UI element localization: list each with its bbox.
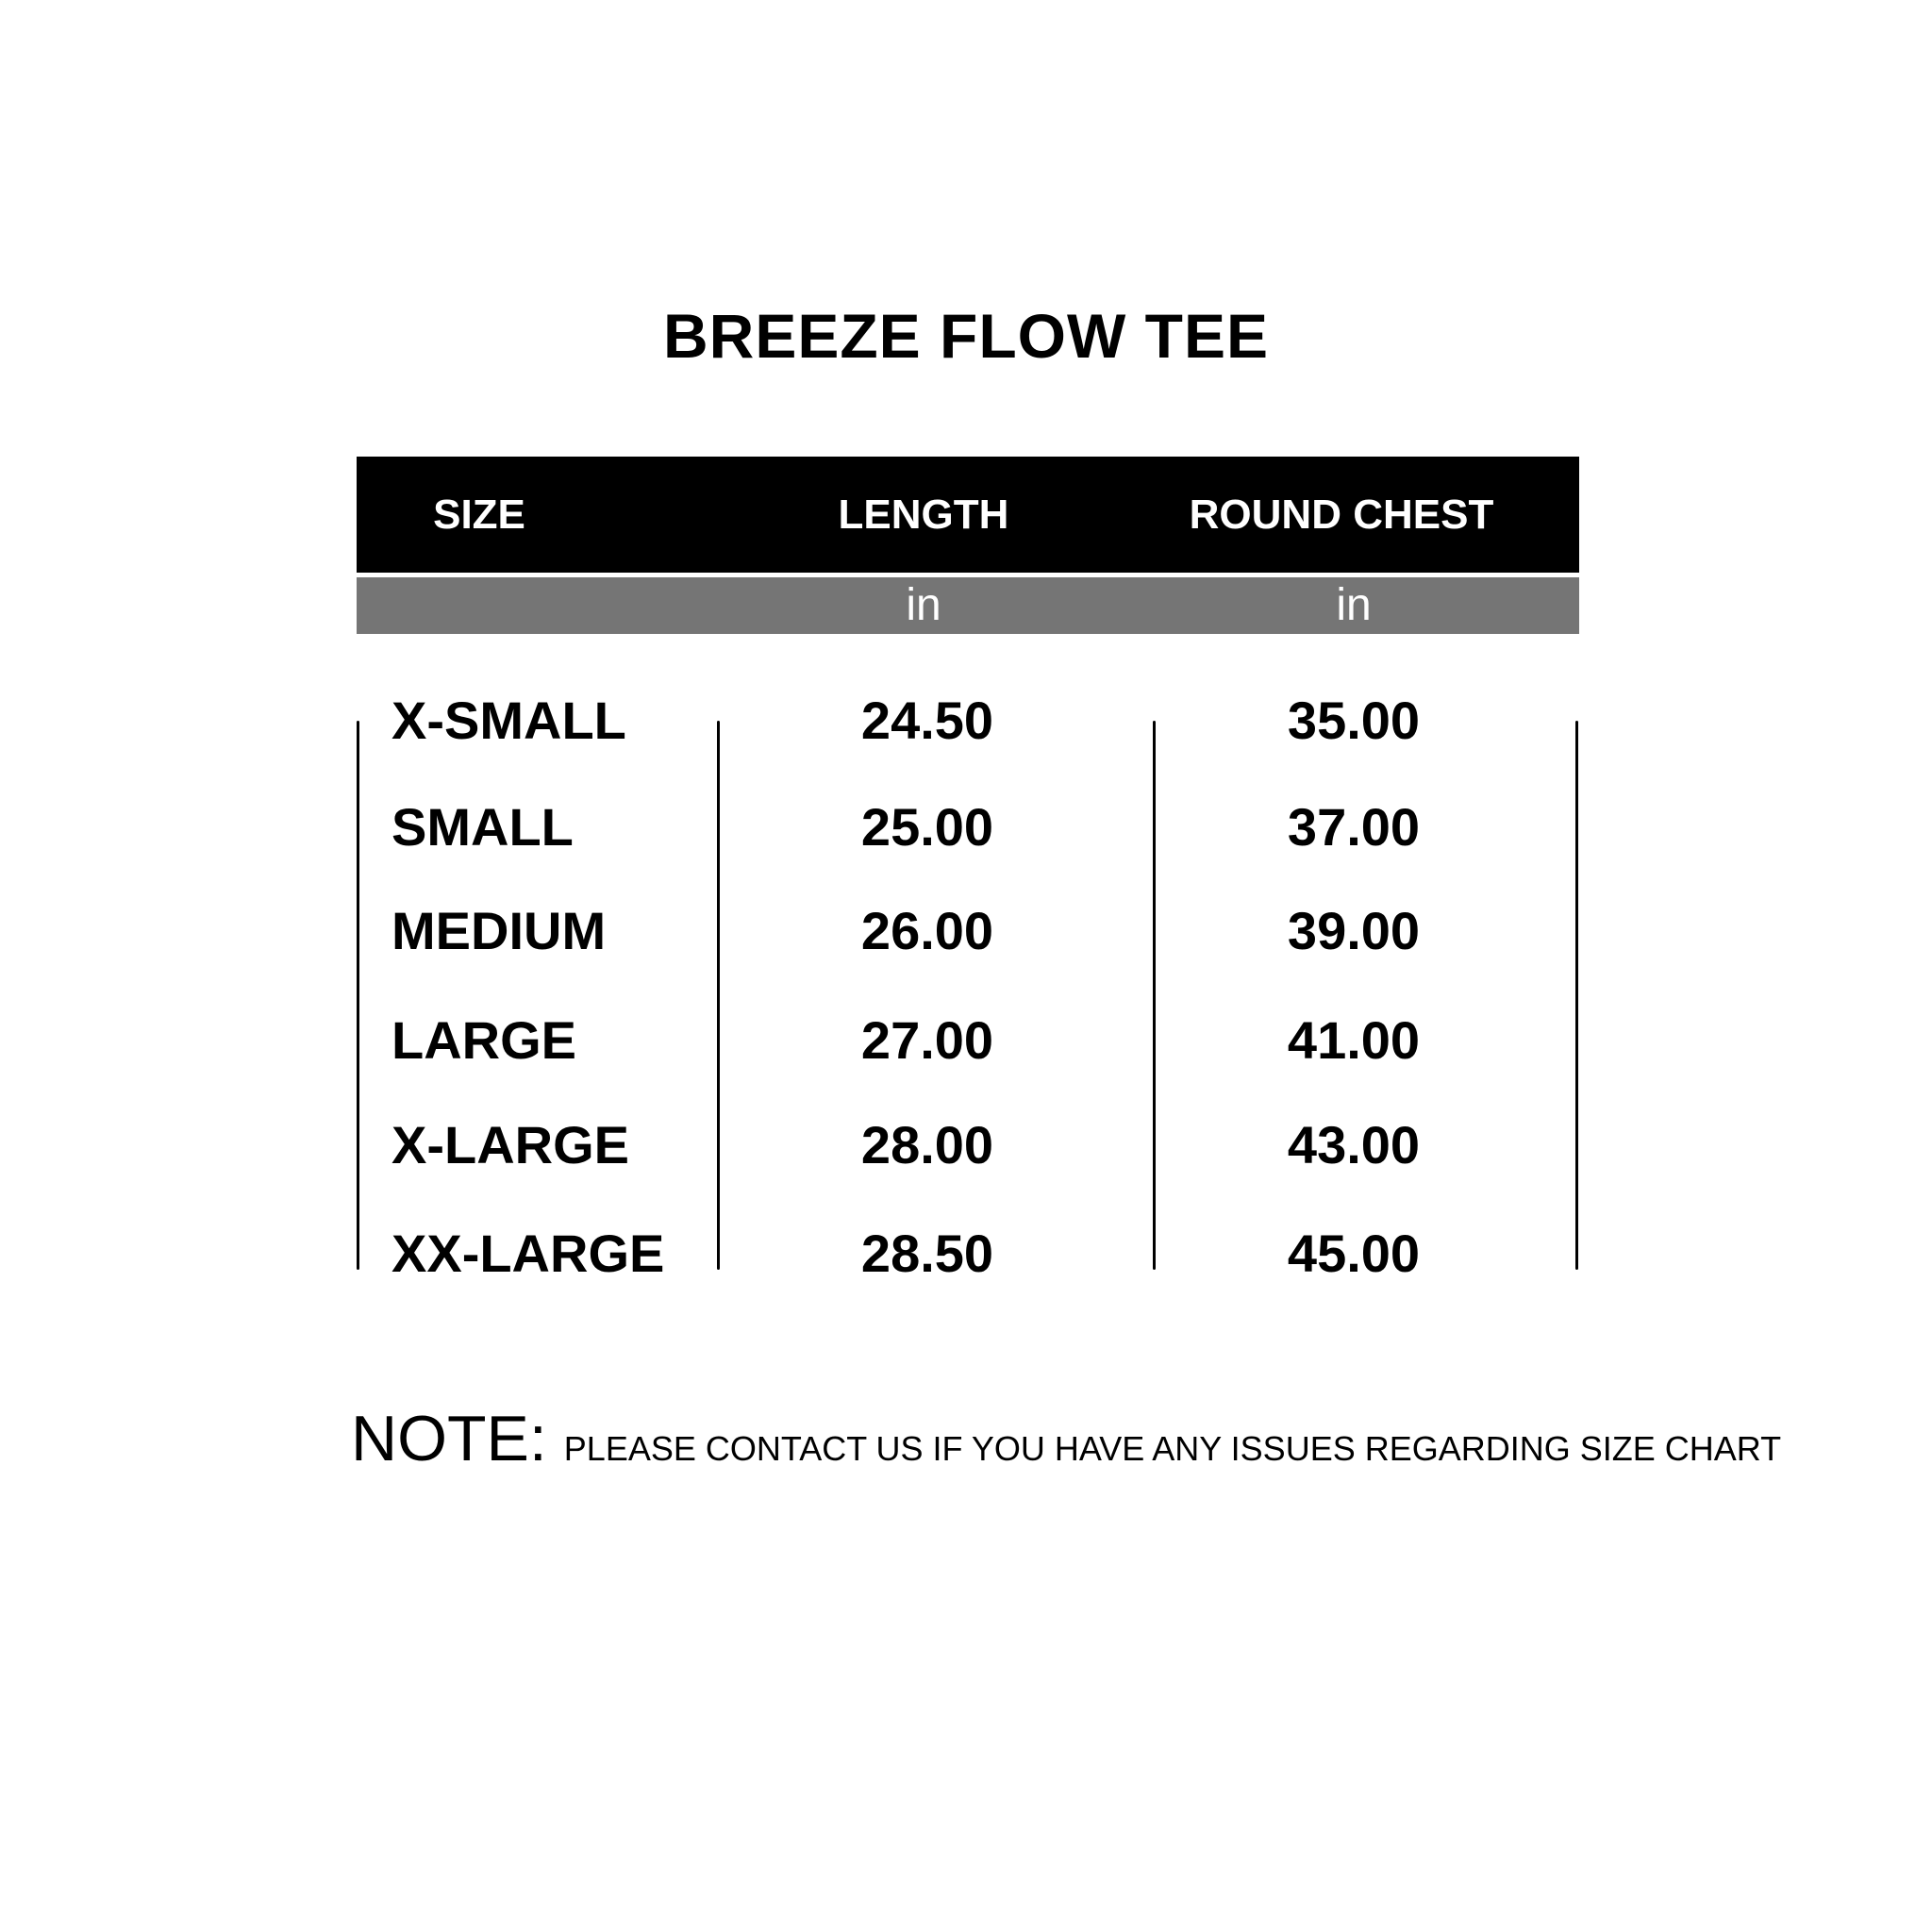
round-chest-cell: 39.00 xyxy=(1287,901,1421,960)
header-size: SIZE xyxy=(433,491,525,538)
note: NOTE: PLEASE CONTACT US IF YOU HAVE ANY I… xyxy=(351,1402,1781,1475)
length-cell: 27.00 xyxy=(860,1010,994,1070)
length-cell: 28.00 xyxy=(860,1115,994,1174)
size-cell: X-SMALL xyxy=(391,691,626,750)
size-cell: MEDIUM xyxy=(391,901,607,960)
size-cell: XX-LARGE xyxy=(391,1224,665,1283)
unit-round-chest: in xyxy=(1336,580,1372,630)
length-cell: 25.00 xyxy=(860,797,994,857)
page-title: BREEZE FLOW TEE xyxy=(663,301,1269,371)
length-cell: 28.50 xyxy=(860,1224,994,1283)
round-chest-cell: 43.00 xyxy=(1287,1115,1421,1174)
column-divider xyxy=(1575,721,1578,1270)
column-divider xyxy=(1153,721,1156,1270)
size-cell: SMALL xyxy=(391,797,574,857)
size-cell: LARGE xyxy=(391,1010,576,1070)
table-header: SIZE LENGTH ROUND CHEST xyxy=(357,457,1579,573)
round-chest-cell: 35.00 xyxy=(1287,691,1421,750)
unit-length: in xyxy=(906,580,941,630)
header-length: LENGTH xyxy=(838,491,1009,538)
header-round-chest: ROUND CHEST xyxy=(1189,491,1494,538)
column-divider xyxy=(357,721,359,1270)
round-chest-cell: 41.00 xyxy=(1287,1010,1421,1070)
length-cell: 26.00 xyxy=(860,901,994,960)
note-text: PLEASE CONTACT US IF YOU HAVE ANY ISSUES… xyxy=(563,1429,1782,1468)
column-divider xyxy=(717,721,720,1270)
units-row: in in xyxy=(357,577,1579,634)
round-chest-cell: 45.00 xyxy=(1287,1224,1421,1283)
length-cell: 24.50 xyxy=(860,691,994,750)
note-label: NOTE: xyxy=(351,1403,547,1474)
round-chest-cell: 37.00 xyxy=(1287,797,1421,857)
size-cell: X-LARGE xyxy=(391,1115,629,1174)
